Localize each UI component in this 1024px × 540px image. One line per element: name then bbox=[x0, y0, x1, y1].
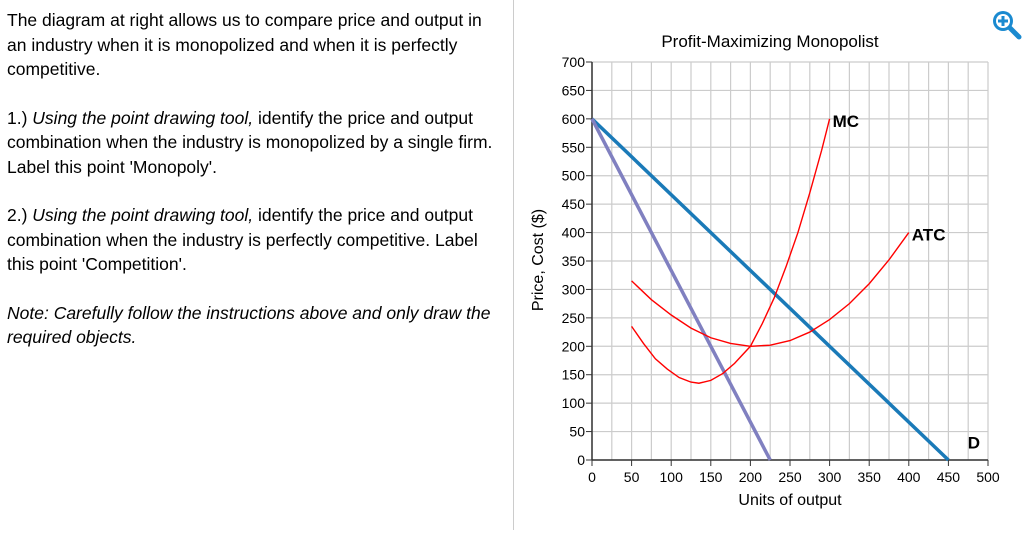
intro-text: The diagram at right allows us to compar… bbox=[7, 10, 482, 79]
step-2: 2.) Using the point drawing tool, identi… bbox=[7, 203, 502, 277]
y-tick-label: 250 bbox=[562, 310, 586, 326]
label-d: D bbox=[968, 434, 980, 453]
curve-mc bbox=[631, 118, 831, 384]
step-1-number: 1.) bbox=[7, 107, 33, 128]
step-1: 1.) Using the point drawing tool, identi… bbox=[7, 106, 502, 180]
x-tick-label: 450 bbox=[937, 469, 961, 485]
y-tick-label: 350 bbox=[562, 253, 586, 269]
x-tick-label: 200 bbox=[739, 469, 763, 485]
divider bbox=[513, 0, 514, 530]
curve-atc bbox=[631, 232, 910, 347]
y-axis-label: Price, Cost ($) bbox=[530, 209, 547, 311]
y-tick-label: 600 bbox=[562, 111, 586, 127]
y-tick-label: 50 bbox=[569, 424, 585, 440]
x-tick-label: 400 bbox=[897, 469, 921, 485]
y-tick-label: 400 bbox=[562, 225, 586, 241]
y-tick-label: 0 bbox=[577, 452, 585, 468]
curve-d bbox=[590, 117, 950, 462]
x-tick-label: 300 bbox=[818, 469, 842, 485]
y-tick-label: 150 bbox=[562, 367, 586, 383]
instructions: The diagram at right allows us to compar… bbox=[7, 8, 502, 374]
x-tick-label: 250 bbox=[778, 469, 802, 485]
x-tick-label: 500 bbox=[976, 469, 1000, 485]
x-tick-label: 0 bbox=[588, 469, 596, 485]
y-tick-label: 550 bbox=[562, 139, 586, 155]
step-1-tool: Using the point drawing tool, bbox=[32, 107, 254, 128]
chart-title: Profit-Maximizing Monopolist bbox=[661, 32, 879, 51]
y-tick-label: 700 bbox=[562, 54, 586, 70]
x-tick-label: 50 bbox=[624, 469, 640, 485]
label-mc: MC bbox=[833, 112, 859, 131]
x-tick-label: 150 bbox=[699, 469, 723, 485]
step-2-number: 2.) bbox=[7, 205, 33, 225]
step-2-tool: Using the point drawing tool, bbox=[32, 205, 254, 225]
zoom-in-icon[interactable] bbox=[990, 8, 1022, 40]
y-tick-label: 450 bbox=[562, 196, 586, 212]
x-tick-label: 100 bbox=[660, 469, 684, 485]
x-axis-label: Units of output bbox=[738, 492, 842, 509]
step-2-text: identify the price and output combinatio… bbox=[7, 205, 478, 274]
y-tick-label: 300 bbox=[562, 281, 586, 297]
y-tick-label: 500 bbox=[562, 168, 586, 184]
x-tick-label: 350 bbox=[858, 469, 882, 485]
y-tick-label: 100 bbox=[562, 395, 586, 411]
curve-mr bbox=[590, 118, 772, 461]
y-tick-label: 200 bbox=[562, 338, 586, 354]
note-text: Note: Carefully follow the instructions … bbox=[7, 302, 491, 348]
y-tick-label: 650 bbox=[562, 82, 586, 98]
step-1-text: identify the price and output combinatio… bbox=[7, 107, 493, 177]
label-atc: ATC bbox=[912, 226, 946, 245]
